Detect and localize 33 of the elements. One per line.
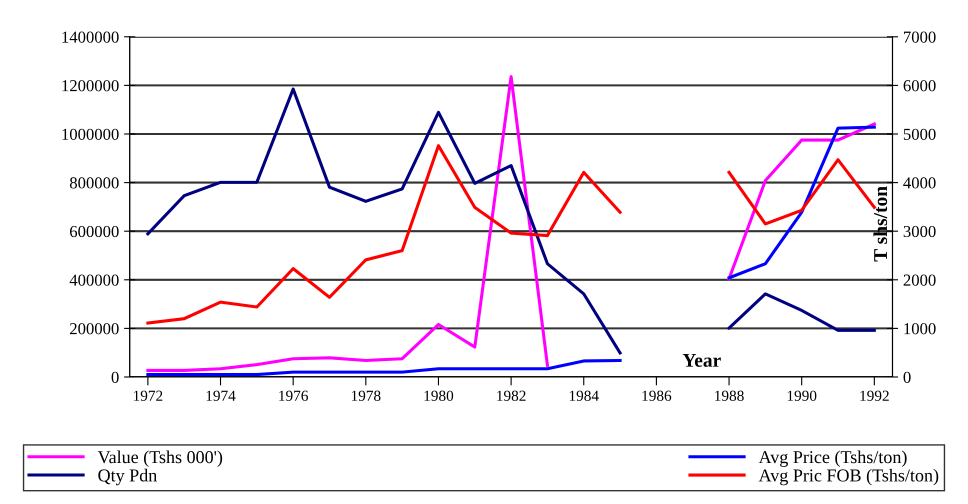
x-tick-label: 1986 <box>642 390 672 401</box>
legend-label: Value (Tshs 000') <box>98 450 222 467</box>
x-tick-label: 1978 <box>352 390 381 401</box>
y-tick-label: 1400000 <box>62 31 119 43</box>
y2-tick-label: 0 <box>904 372 911 383</box>
y-tick-label: 200000 <box>70 323 119 334</box>
x-tick-label: 1992 <box>860 390 889 401</box>
y-tick-label: 1000000 <box>62 128 119 140</box>
y-tick-label: 0 <box>112 372 119 383</box>
x-tick-label: 1982 <box>497 390 526 401</box>
x-tick-label: 1988 <box>715 390 744 401</box>
y-tick-label: 800000 <box>70 177 119 189</box>
y2-tick-label: 7000 <box>904 31 936 43</box>
y2-axis-title: T shs/ton <box>873 186 888 262</box>
y2-tick-label: 6000 <box>904 80 936 92</box>
y-tick-label: 600000 <box>70 226 119 238</box>
y2-tick-label: 1000 <box>904 323 936 334</box>
legend-label: Avg Pric FOB (Tshs/ton) <box>758 468 938 486</box>
y-tick-label: 400000 <box>70 274 119 286</box>
x-axis-title: Year <box>682 354 721 367</box>
x-tick-label: 1974 <box>206 390 236 401</box>
y2-tick-label: 2000 <box>904 274 936 286</box>
x-tick-label: 1972 <box>134 390 162 401</box>
x-tick-label: 1984 <box>570 390 599 401</box>
x-tick-label: 1990 <box>788 390 816 401</box>
x-tick-label: 1980 <box>424 390 454 401</box>
y2-tick-label: 3000 <box>904 226 936 238</box>
x-tick-label: 1976 <box>279 390 308 401</box>
legend-label: Avg Price (Tshs/ton) <box>758 450 907 467</box>
y-tick-label: 1200000 <box>62 80 119 92</box>
y2-tick-label: 5000 <box>904 128 936 140</box>
y2-tick-label: 4000 <box>903 177 936 189</box>
legend-label: Qty Pdn <box>98 468 157 486</box>
